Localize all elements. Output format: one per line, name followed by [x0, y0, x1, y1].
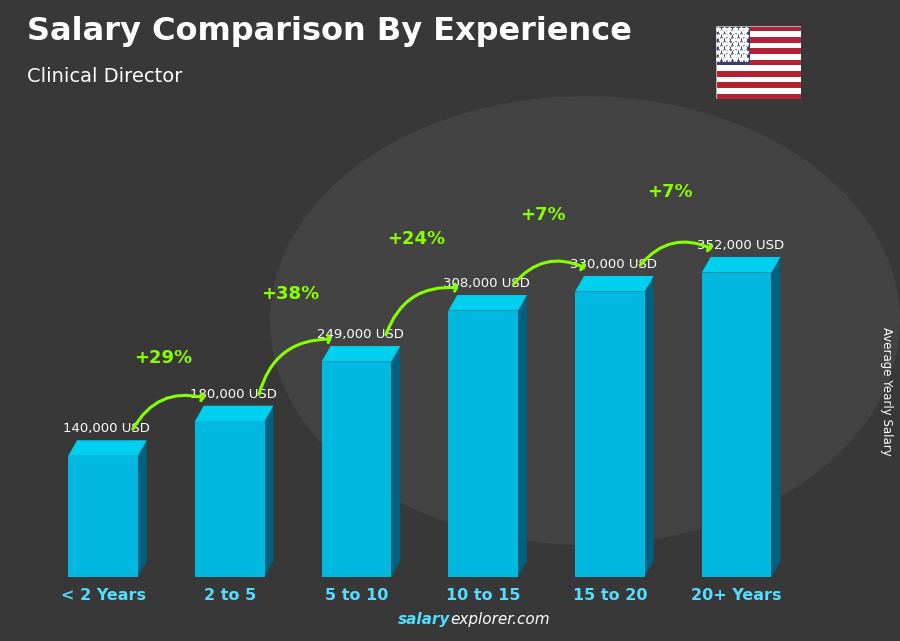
Bar — [716, 77, 801, 82]
Text: 249,000 USD: 249,000 USD — [317, 328, 403, 341]
Bar — [716, 48, 801, 54]
Polygon shape — [644, 276, 653, 577]
Text: +7%: +7% — [520, 206, 566, 224]
Polygon shape — [138, 440, 147, 577]
Polygon shape — [575, 292, 644, 577]
Polygon shape — [321, 346, 400, 362]
Text: +24%: +24% — [388, 230, 446, 248]
Text: 180,000 USD: 180,000 USD — [190, 388, 276, 401]
Bar — [716, 94, 801, 99]
Bar — [716, 26, 750, 65]
Text: 352,000 USD: 352,000 USD — [697, 239, 784, 252]
Bar — [716, 37, 801, 43]
Text: Salary Comparison By Experience: Salary Comparison By Experience — [27, 16, 632, 47]
Polygon shape — [68, 440, 147, 456]
Polygon shape — [575, 276, 653, 292]
Text: 308,000 USD: 308,000 USD — [444, 277, 530, 290]
Text: Clinical Director: Clinical Director — [27, 67, 183, 87]
Polygon shape — [702, 257, 780, 272]
Bar — [716, 65, 801, 71]
Text: +7%: +7% — [647, 183, 693, 201]
Polygon shape — [195, 421, 265, 577]
Polygon shape — [448, 311, 518, 577]
Text: explorer.com: explorer.com — [450, 612, 550, 627]
Polygon shape — [518, 295, 526, 577]
Polygon shape — [68, 456, 138, 577]
Bar — [716, 82, 801, 88]
Text: salary: salary — [398, 612, 450, 627]
Text: 330,000 USD: 330,000 USD — [570, 258, 657, 271]
Bar — [716, 54, 801, 60]
Polygon shape — [702, 272, 771, 577]
Bar — [716, 71, 801, 77]
Polygon shape — [195, 406, 274, 421]
Bar — [716, 88, 801, 94]
Bar — [716, 31, 801, 37]
Text: Average Yearly Salary: Average Yearly Salary — [880, 327, 893, 455]
Polygon shape — [321, 362, 392, 577]
Text: +29%: +29% — [134, 349, 193, 367]
Bar — [716, 60, 801, 65]
Polygon shape — [392, 346, 400, 577]
Text: +38%: +38% — [261, 285, 320, 303]
Ellipse shape — [270, 96, 900, 545]
Polygon shape — [448, 295, 526, 311]
Text: 140,000 USD: 140,000 USD — [63, 422, 150, 435]
Polygon shape — [771, 257, 780, 577]
Bar — [716, 43, 801, 48]
Bar — [716, 26, 801, 31]
Polygon shape — [265, 406, 274, 577]
